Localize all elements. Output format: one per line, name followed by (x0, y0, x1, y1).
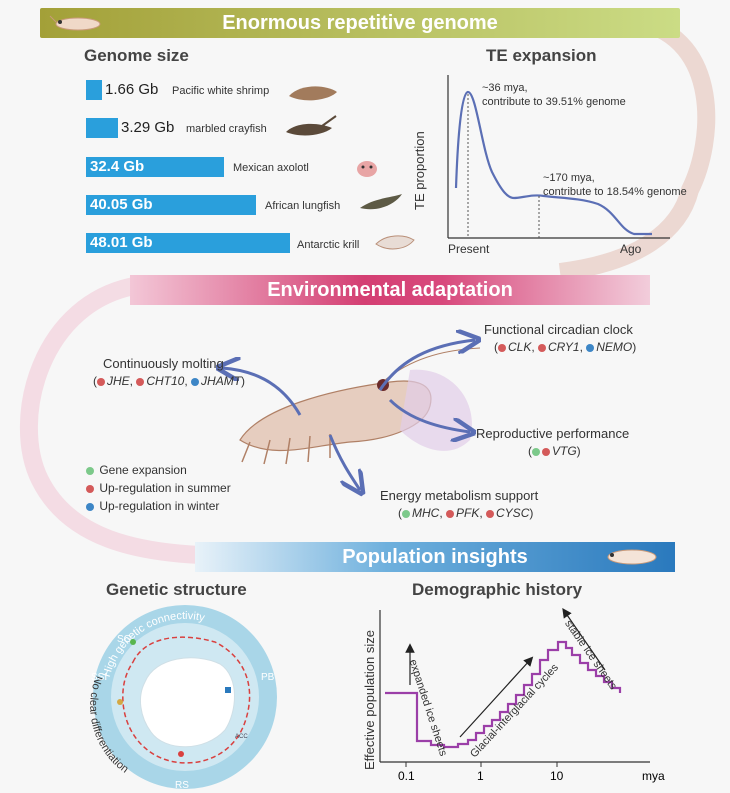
gene-pfk: PFK (456, 506, 480, 520)
te-xlabel-ago: Ago (620, 242, 642, 256)
gene-cht10: CHT10 (146, 374, 185, 388)
te-peak1-annotation-1: ~36 mya, (482, 82, 528, 94)
te-xlabel-present: Present (448, 242, 490, 256)
axolotl-icon (357, 161, 377, 177)
te-peak2-annotation-1: ~170 mya, (543, 172, 595, 184)
banner-genome: Enormous repetitive genome (40, 8, 680, 38)
gene-nemo: NEMO (596, 340, 633, 354)
repro-title: Reproductive performance (476, 426, 630, 441)
crayfish-icon (286, 115, 337, 136)
genome-bar-value: 48.01 Gb (90, 234, 153, 251)
banner-adaptation-label: Environmental adaptation (267, 278, 513, 301)
legend-summer: Up-regulation in summer (86, 481, 231, 495)
region-pb: PB (261, 672, 275, 683)
banner-genome-label: Enormous repetitive genome (222, 11, 498, 34)
antarctic-map: High genetic connectivity No clear diffe… (87, 605, 277, 791)
region-ssi: SSI (91, 672, 107, 683)
genome-bar (86, 118, 118, 138)
te-peak2-annotation-2: contribute to 18.54% genome (543, 186, 687, 198)
genetic-boundary (122, 636, 251, 764)
gene-cry1: CRY1 (548, 340, 580, 354)
lungfish-icon (360, 194, 402, 210)
repro-genes: (VTG) (528, 444, 581, 458)
legend-dot-red (86, 484, 94, 493)
genome-bar (86, 80, 102, 100)
genome-bar-species: marbled crayfish (186, 123, 267, 135)
te-curve (454, 90, 652, 236)
antarctica (139, 657, 235, 748)
genome-bar-species: Mexican axolotl (233, 162, 309, 174)
gene-mhc: MHC (412, 506, 440, 520)
krill-icon (375, 235, 415, 250)
banner-adaptation: Environmental adaptation (130, 275, 650, 305)
te-ylabel: TE proportion (412, 131, 427, 210)
legend-dot-green (86, 466, 94, 475)
genome-bar-value: 1.66 Gb (105, 81, 159, 98)
region-acc: ACC (235, 734, 248, 740)
legend-winter: Up-regulation in winter (86, 499, 219, 513)
genome-size-title: Genome size (84, 46, 189, 65)
genome-bar-value: 3.29 Gb (121, 119, 175, 136)
genome-bar (86, 195, 256, 215)
te-expansion-plot (447, 75, 670, 239)
region-sg: SG (117, 634, 132, 645)
genome-bar-species: Pacific white shrimp (172, 85, 270, 97)
adaptation-arrows (0, 300, 730, 530)
clock-genes: (CLK, CRY1, NEMO) (494, 340, 637, 354)
region-rs: RS (175, 780, 189, 791)
demo-curve (385, 640, 622, 749)
genome-bar-value: 32.4 Gb (90, 158, 145, 175)
te-peak1-annotation-2: contribute to 39.51% genome (482, 96, 626, 108)
krill-icon (607, 549, 657, 565)
gene-jhe: JHE (107, 374, 130, 388)
gene-clk: CLK (508, 340, 532, 354)
te-expansion-title: TE expansion (486, 46, 597, 65)
xunit: mya (642, 769, 665, 783)
clock-title: Functional circadian clock (484, 322, 633, 337)
xtick-10: 10 (550, 769, 564, 783)
legend-gene-expansion: Gene expansion (86, 463, 187, 477)
xtick-1: 1 (477, 769, 484, 783)
gene-cysc: CYSC (496, 506, 530, 520)
genome-bar (86, 233, 290, 253)
banner-population: Population insights (195, 542, 675, 572)
genome-bar-value: 40.05 Gb (90, 196, 153, 213)
genome-bar-species: Antarctic krill (297, 239, 360, 251)
shrimp-icon (289, 86, 337, 101)
demo-ylabel: Effective population size (362, 630, 377, 770)
molting-title: Continuously molting (103, 356, 224, 371)
gene-vtg: VTG (552, 444, 577, 458)
genome-bar (86, 157, 224, 177)
energy-title: Energy metabolism support (380, 488, 539, 503)
genome-bar-species: African lungfish (265, 200, 341, 212)
demographic-plot: 0.1 1 10 mya (379, 608, 665, 783)
demographic-title: Demographic history (412, 580, 583, 599)
molting-genes: (JHE, CHT10, JHAMT) (93, 374, 246, 388)
xtick-0-1: 0.1 (398, 769, 415, 783)
krill-icon (49, 15, 101, 31)
gene-jhamt: JHAMT (201, 374, 242, 388)
energy-genes: (MHC, PFK, CYSC) (398, 506, 534, 520)
legend-dot-blue (86, 502, 94, 511)
banner-population-label: Population insights (342, 545, 528, 568)
genetic-structure-title: Genetic structure (106, 580, 247, 599)
